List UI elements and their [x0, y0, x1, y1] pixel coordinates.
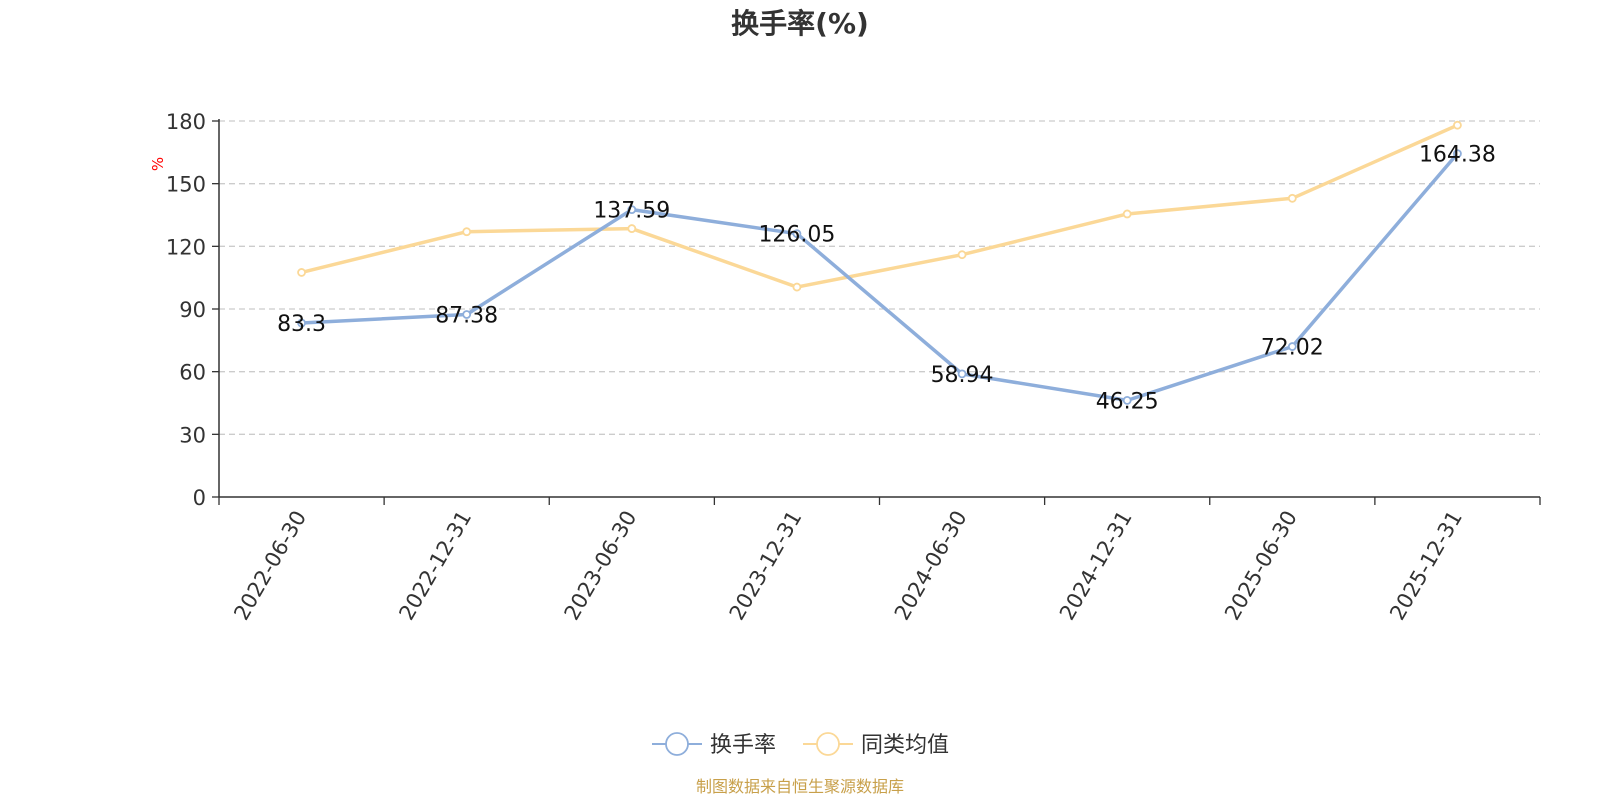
x-tick-label: 2023-12-31	[725, 507, 807, 625]
legend-label: 同类均值	[861, 733, 949, 758]
x-tick-label: 2024-12-31	[1055, 507, 1137, 625]
x-tick-label: 2024-06-30	[890, 507, 972, 625]
data-label: 83.3	[277, 312, 326, 337]
series-line-0	[301, 152, 1459, 403]
x-tick-label: 2023-06-30	[560, 507, 642, 625]
data-label: 46.25	[1096, 389, 1159, 414]
grid-lines	[219, 120, 1540, 435]
chart-title: 换手率(%)	[731, 7, 869, 40]
series-lines	[297, 120, 1462, 405]
data-label: 126.05	[758, 223, 835, 248]
data-point[interactable]	[1122, 395, 1132, 405]
y-tick-label: 30	[179, 423, 206, 447]
y-tick-label: 0	[193, 486, 206, 510]
y-tick-label: 120	[166, 235, 206, 259]
x-tick-label: 2022-12-31	[394, 507, 476, 625]
data-point[interactable]	[462, 310, 472, 319]
y-tick-label: 90	[179, 298, 206, 322]
data-point[interactable]	[1453, 149, 1462, 159]
data-point[interactable]	[297, 268, 306, 277]
data-point[interactable]	[792, 282, 802, 292]
legend-item-1[interactable]: 同类均值	[803, 732, 949, 758]
data-label: 87.38	[435, 303, 498, 328]
y-tick-label: 150	[166, 173, 206, 197]
legend-circle-marker	[816, 732, 840, 756]
data-point[interactable]	[1287, 193, 1297, 203]
axes: 0 30 60 90 120 150 180 2022-06-30 2022-12-31 2023…	[166, 110, 1541, 625]
data-point[interactable]	[957, 250, 967, 260]
data-point[interactable]	[1453, 120, 1462, 130]
y-axis-unit: %	[149, 157, 167, 171]
data-point[interactable]	[1287, 342, 1297, 351]
series-line-1	[301, 123, 1459, 289]
data-point[interactable]	[957, 369, 967, 379]
data-point[interactable]	[627, 224, 637, 233]
data-label: 72.02	[1261, 336, 1324, 361]
data-label: 137.59	[593, 199, 670, 224]
x-tick-label: 2025-12-31	[1385, 507, 1467, 625]
y-tick-label: 60	[179, 361, 206, 385]
data-label: 58.94	[931, 363, 994, 388]
legend[interactable]: 换手率 同类均值	[652, 732, 949, 758]
data-point[interactable]	[462, 227, 472, 237]
x-tick-label: 2025-06-30	[1220, 507, 1302, 625]
data-point[interactable]	[792, 229, 802, 239]
data-point[interactable]	[1122, 209, 1132, 219]
data-point[interactable]	[297, 318, 306, 328]
data-labels: 83.3 87.38 137.59 126.05 58.94 46.25 72.02 164.…	[277, 143, 1496, 415]
legend-item-0[interactable]: 换手率	[652, 732, 776, 758]
data-point[interactable]	[627, 205, 637, 214]
y-tick-label: 180	[166, 110, 206, 134]
data-label: 164.38	[1419, 143, 1496, 168]
legend-circle-marker	[665, 732, 689, 756]
data-source-note: 制图数据来自恒生聚源数据库	[696, 777, 904, 796]
legend-label: 换手率	[710, 733, 776, 758]
x-tick-label: 2022-06-30	[229, 507, 311, 625]
